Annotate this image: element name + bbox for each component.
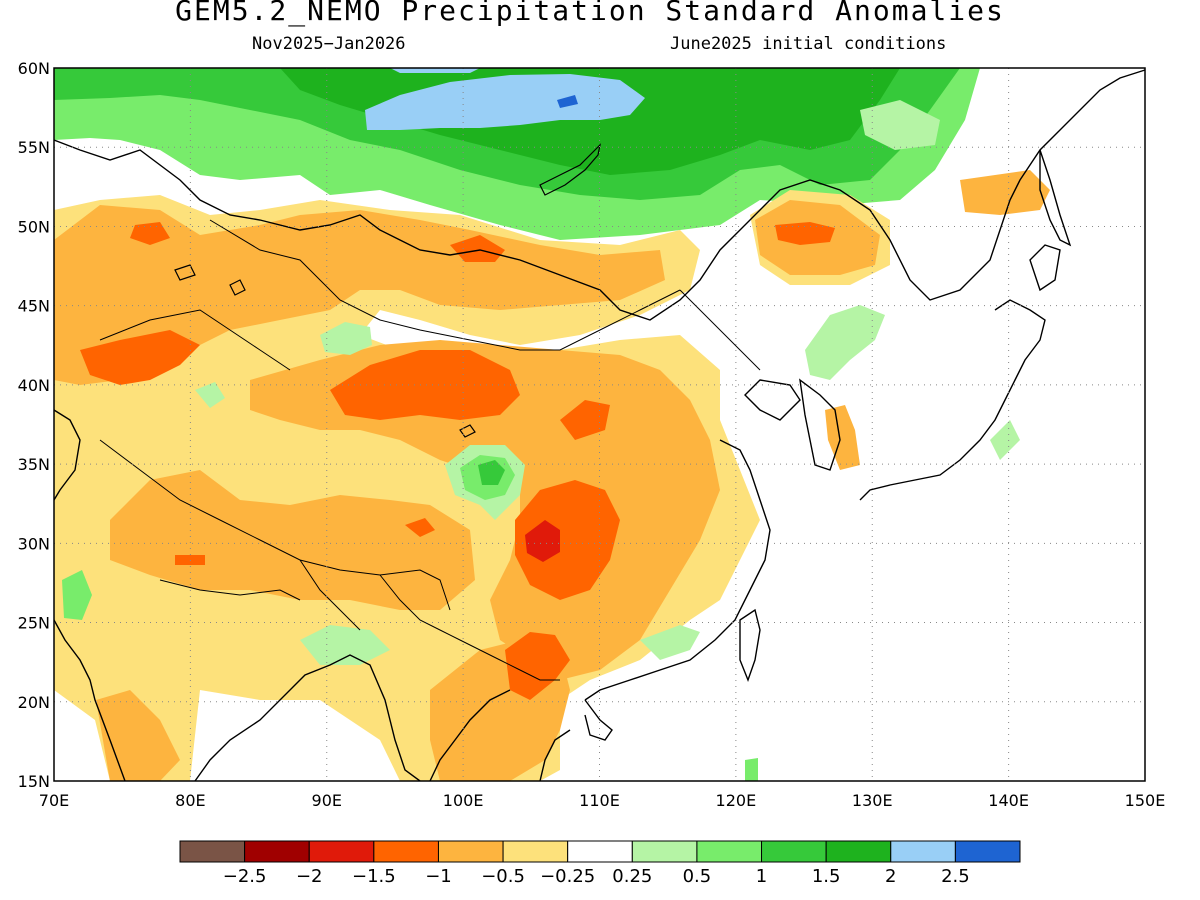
dry-core-north-china [450,235,505,262]
colorbar-label: −2.5 [223,866,267,887]
wet-spot-junggar [320,322,372,355]
dry-core-kazakh [80,330,200,385]
map-grid [54,68,1145,781]
lat-tick-label: 20N [18,693,50,712]
anomaly-field [54,68,1050,781]
lon-tick-label: 120E [716,791,757,810]
colorbar-label: −2 [296,866,323,887]
lakes [174,143,601,438]
lat-tick-label: 15N [18,772,50,791]
chart-title: GEM5.2_NEMO Precipitation Standard Anoma… [175,0,1005,27]
colorbar-swatch [761,840,827,863]
dry-core-west [130,222,170,245]
colorbar-label: 2.5 [941,866,970,887]
wet-spot-qinghai-strong [478,460,505,485]
colorbar-labels: −2.5 −2 −1.5 −1 −0.5 −0.25 0.25 0.5 1 1.5 2 2.5 [223,866,970,887]
latitude-ticks: 15N 20N 25N 30N 35N 40N 45N 50N 55N 60N [18,59,50,791]
wet-top-blue [390,68,480,73]
wet-region-siberia-deepblue [557,95,578,108]
colorbar [179,840,1021,863]
dry-core-mongolia [330,350,520,420]
lon-tick-label: 140E [988,791,1029,810]
colorbar-swatch [696,840,763,863]
colorbar-label: 1.5 [812,866,841,887]
dry-core-red-sichuan [525,520,560,562]
wet-region-siberia-blue [365,74,645,130]
longitude-ticks: 70E 80E 90E 100E 110E 120E 130E 140E 150E [39,791,1166,810]
colorbar-swatch [179,840,246,863]
lat-tick-label: 30N [18,534,50,553]
colorbar-swatch [437,840,504,863]
dry-core-sichuan [515,480,620,600]
colorbar-swatch [373,840,439,863]
lon-tick-label: 80E [175,791,205,810]
lon-tick-label: 130E [852,791,893,810]
dry-core-east [560,400,610,440]
colorbar-label: 1 [756,866,767,887]
wet-spot-japan [990,420,1020,460]
colorbar-label: −0.25 [540,866,595,887]
wet-spot-korea [805,305,885,380]
lat-tick-label: 40N [18,376,50,395]
wet-north-light [860,100,940,150]
dry-orange-korea [825,405,860,470]
lon-tick-label: 100E [443,791,484,810]
colorbar-label: 0.25 [612,866,652,887]
lat-tick-label: 35N [18,455,50,474]
wet-spot-taiwan [745,758,758,781]
dry-region-orange-west [54,205,665,385]
coastlines [54,69,1145,781]
dry-orange-far-east [960,170,1050,215]
colorbar-swatch [954,840,1021,863]
wet-spot-south-china [640,625,700,660]
colorbar-swatch [890,840,956,863]
colorbar-swatch [567,840,633,863]
lon-tick-label: 70E [39,791,69,810]
colorbar-swatch [631,840,698,863]
lon-tick-label: 90E [312,791,342,810]
dry-core-manchuria [775,222,835,245]
colorbar-label: 2 [885,866,896,887]
colorbar-swatch [502,840,569,863]
colorbar-label: −1 [425,866,452,887]
lon-tick-label: 150E [1125,791,1166,810]
lon-tick-label: 110E [579,791,620,810]
colorbar-label: −1.5 [352,866,396,887]
lat-tick-label: 60N [18,59,50,78]
lat-tick-label: 25N [18,614,50,633]
colorbar-label: 0.5 [683,866,712,887]
colorbar-swatch [308,840,375,863]
colorbar-label: −0.5 [481,866,525,887]
colorbar-swatch [244,840,310,863]
initial-conditions: June2025 initial conditions [670,34,947,54]
wet-spot-india [62,570,92,620]
wet-spot-west [195,382,225,408]
dry-core-tibet [405,518,435,537]
lat-tick-label: 45N [18,297,50,316]
forecast-period: Nov2025−Jan2026 [252,34,406,54]
wet-spot-myanmar [300,625,390,665]
country-borders [99,219,761,681]
dry-core-yunnan [505,632,570,700]
colorbar-swatch [825,840,892,863]
map-frame [53,67,1146,782]
lat-tick-label: 55N [18,138,50,157]
lat-tick-label: 50N [18,217,50,236]
